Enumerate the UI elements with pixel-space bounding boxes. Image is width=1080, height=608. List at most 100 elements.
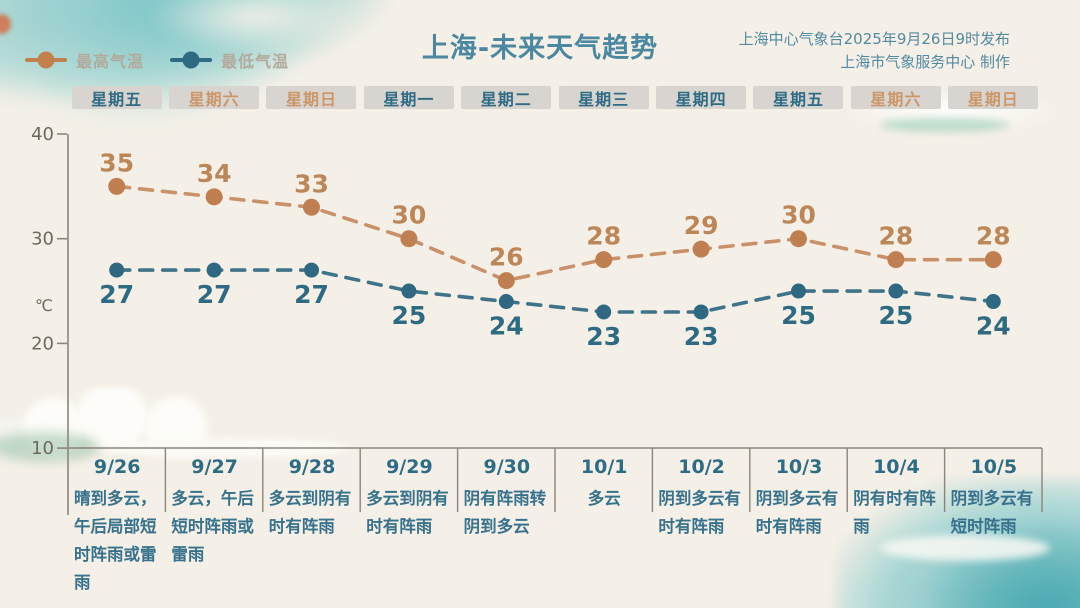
weekday-box: 星期三	[558, 86, 649, 109]
high-temp-point	[790, 230, 807, 248]
low-temp-point	[206, 262, 222, 278]
forecast-cell: 10/1 多云	[555, 452, 652, 597]
low-temp-value: 24	[976, 312, 1011, 341]
weekday-cell: 星期五	[68, 86, 165, 109]
high-temp-point	[887, 251, 905, 269]
weekday-cell: 星期二	[458, 86, 555, 109]
low-temp-value: 23	[586, 322, 621, 351]
forecast-date: 9/26	[93, 456, 141, 478]
low-temp-point	[985, 294, 1001, 310]
forecast-description: 阴到多云有短时阵雨	[950, 489, 1034, 536]
source-info: 上海中心气象台2025年9月26日9时发布 上海市气象服务中心 制作	[739, 28, 1010, 74]
y-axis-unit: ℃	[35, 296, 53, 315]
high-temp-value: 30	[392, 201, 427, 230]
low-temp-point	[304, 262, 319, 278]
high-temp-value: 29	[684, 211, 719, 240]
high-temp-value: 35	[99, 148, 134, 177]
forecast-cell: 10/4 阴有时有阵雨	[847, 452, 944, 597]
forecast-description: 晴到多云，午后局部短时阵雨或雷雨	[74, 489, 157, 592]
forecast-description: 多云，午后短时阵雨或雷雨	[171, 489, 254, 564]
forecast-date: 9/30	[483, 456, 531, 478]
forecast-description: 阴到多云有时有阵雨	[755, 489, 839, 536]
forecast-cell: 9/30 阴有阵雨转阴到多云	[458, 452, 555, 597]
low-temp-value: 27	[294, 280, 329, 309]
weekday-box: 星期六	[850, 86, 941, 109]
low-temp-line	[114, 268, 996, 314]
low-temp-value: 25	[781, 301, 816, 330]
weekday-cell: 星期日	[263, 86, 360, 109]
high-temp-value: 28	[976, 222, 1011, 251]
forecast-date: 10/1	[580, 456, 628, 478]
forecast-cell: 9/26 晴到多云，午后局部短时阵雨或雷雨	[68, 452, 165, 597]
weekday-box: 星期四	[656, 86, 747, 109]
weekday-box: 星期五	[753, 86, 844, 109]
low-temp-point	[109, 262, 125, 278]
high-temp-value: 26	[489, 243, 524, 272]
low-temp-value: 27	[197, 280, 232, 309]
forecast-date: 10/5	[970, 456, 1018, 478]
forecast-description: 阴到多云有时有阵雨	[658, 489, 741, 536]
source-line-2: 上海市气象服务中心 制作	[840, 53, 1010, 71]
low-temp-value: 24	[489, 312, 524, 341]
high-temp-point	[984, 251, 1002, 269]
forecast-description: 多云到阴有时有阵雨	[268, 489, 352, 536]
low-temp-value: 27	[99, 280, 134, 309]
forecast-date: 10/2	[678, 456, 725, 478]
forecast-cell: 10/2 阴到多云有时有阵雨	[652, 452, 749, 597]
weekday-cell: 星期三	[555, 86, 652, 109]
y-tick-label-30: 30	[31, 229, 54, 250]
forecast-cell: 9/29 多云到阴有时有阵雨	[360, 452, 457, 597]
y-tick-label-20: 20	[31, 333, 54, 354]
weekday-box: 星期五	[71, 86, 162, 109]
forecast-date: 9/29	[386, 456, 433, 478]
high-temp-point	[692, 240, 710, 258]
weekday-cell: 星期六	[847, 86, 944, 109]
high-temp-point	[595, 251, 613, 269]
forecast-date: 9/28	[288, 456, 336, 478]
forecast-date: 9/27	[191, 456, 238, 478]
low-temp-value: 25	[392, 301, 427, 330]
page-title: 上海-未来天气趋势	[421, 33, 659, 64]
weekday-box: 星期日	[948, 86, 1039, 109]
forecast-description: 多云	[587, 489, 621, 508]
weekday-cell: 星期六	[165, 86, 262, 109]
high-temp-value: 28	[879, 222, 914, 251]
forecast-cell: 9/27 多云，午后短时阵雨或雷雨	[165, 452, 262, 597]
weekday-box: 星期六	[169, 86, 260, 109]
high-temp-point	[108, 177, 126, 195]
weekday-box: 星期二	[461, 86, 552, 109]
forecast-date: 10/3	[775, 456, 823, 478]
forecast-row: 9/26 晴到多云，午后局部短时阵雨或雷雨 9/27 多云，午后短时阵雨或雷雨 9/28…	[68, 452, 1042, 597]
high-temp-point	[400, 230, 418, 248]
high-temp-value: 30	[781, 201, 816, 230]
high-temp-point	[303, 198, 320, 216]
low-temp-value: 23	[684, 322, 719, 351]
low-temp-point	[791, 283, 806, 299]
forecast-cell: 9/28 多云到阴有时有阵雨	[263, 452, 360, 597]
forecast-cell: 10/5 阴到多云有短时阵雨	[945, 452, 1042, 597]
high-temp-value: 28	[586, 222, 621, 251]
weekday-cell: 星期一	[360, 86, 457, 109]
weekday-box: 星期一	[363, 86, 454, 109]
low-temp-point	[498, 294, 514, 310]
weekday-row: 星期五 星期六 星期日 星期一 星期二 星期三 星期四 星期五 星期六 星期日	[68, 86, 1042, 109]
low-temp-point	[888, 283, 904, 299]
low-temp-point	[401, 283, 417, 299]
high-temp-value: 34	[197, 159, 232, 188]
forecast-description: 阴有阵雨转阴到多云	[463, 489, 547, 536]
high-temp-point	[205, 188, 223, 206]
source-line-1: 上海中心气象台2025年9月26日9时发布	[738, 30, 1010, 48]
weekday-cell: 星期四	[652, 86, 749, 109]
high-temp-line	[114, 184, 996, 283]
forecast-date: 10/4	[873, 456, 920, 478]
low-temp-point	[693, 304, 709, 320]
high-temp-point	[497, 272, 515, 290]
weekday-cell: 星期日	[945, 86, 1042, 109]
weekday-box: 星期日	[266, 86, 357, 109]
forecast-description: 多云到阴有时有阵雨	[366, 489, 449, 536]
forecast-description: 阴有时有阵雨	[853, 489, 936, 536]
low-temp-point	[596, 304, 612, 320]
forecast-cell: 10/3 阴到多云有时有阵雨	[750, 452, 847, 597]
weekday-cell: 星期五	[750, 86, 847, 109]
